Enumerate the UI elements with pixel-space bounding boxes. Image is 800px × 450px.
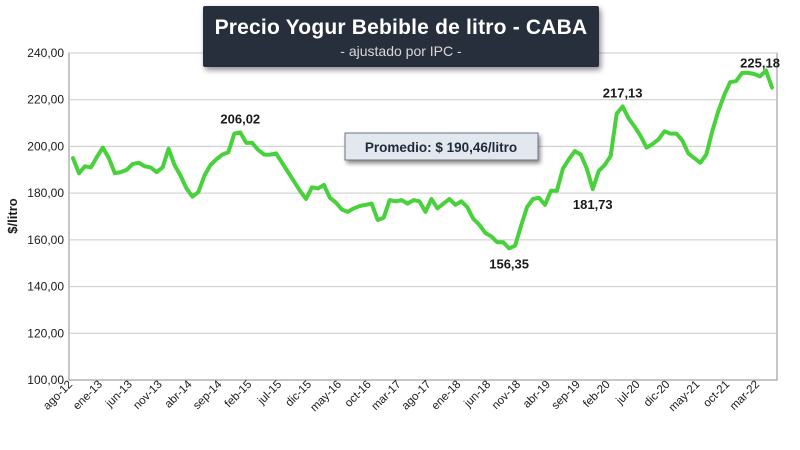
x-tick-label: nov-18 xyxy=(490,379,523,412)
title-box: Precio Yogur Bebible de litro - CABA - a… xyxy=(203,6,599,67)
chart-subtitle: - ajustado por IPC - xyxy=(340,43,462,59)
x-tick-label: ene-18 xyxy=(430,379,464,413)
x-tick-label: abr-14 xyxy=(163,378,195,410)
average-callout: Promedio: $ 190,46/litro xyxy=(344,132,539,161)
x-tick-label: may-21 xyxy=(667,379,703,415)
y-tick-label: 200,00 xyxy=(27,139,64,153)
x-axis-ticks: ago-12ene-13jun-13nov-13abr-14sep-14feb-… xyxy=(41,378,762,414)
x-tick-label: mar-22 xyxy=(728,379,762,413)
x-tick-label: ago-17 xyxy=(400,379,434,413)
data-label: 206,02 xyxy=(220,111,260,126)
data-label: 181,73 xyxy=(573,197,613,212)
chart-title: Precio Yogur Bebible de litro - CABA xyxy=(214,16,588,39)
x-tick-label: sep-19 xyxy=(550,379,583,412)
x-tick-label: feb-20 xyxy=(581,379,613,411)
x-tick-label: feb-15 xyxy=(223,379,255,411)
annotations: 206,02 156,35 181,73 217,13 225,18 xyxy=(220,55,780,271)
x-tick-label: jul-15 xyxy=(255,379,284,408)
y-tick-label: 140,00 xyxy=(27,280,64,294)
plot-area xyxy=(68,52,778,381)
y-axis-ticks: 100,00 120,00 140,00 160,00 180,00 200,00 220,… xyxy=(27,46,64,387)
x-tick-label: mar-17 xyxy=(369,379,403,413)
y-tick-label: 240,00 xyxy=(27,46,64,60)
series-layer xyxy=(71,68,774,251)
y-tick-label: 100,00 xyxy=(27,373,64,387)
x-tick-label: jul-20 xyxy=(614,379,643,408)
data-label: 217,13 xyxy=(603,85,643,100)
average-callout-box xyxy=(344,132,539,161)
series-line xyxy=(71,68,774,251)
x-tick-label: jun-13 xyxy=(103,379,135,411)
average-label: Promedio: $ 190,46/litro xyxy=(365,140,517,155)
data-label: 225,18 xyxy=(740,55,780,70)
x-tick-label: jun-18 xyxy=(462,379,494,411)
x-tick-label: nov-13 xyxy=(131,379,164,412)
x-tick-label: may-16 xyxy=(308,379,344,415)
y-tick-label: 220,00 xyxy=(27,93,64,107)
y-tick-label: 120,00 xyxy=(27,326,64,340)
data-label: 156,35 xyxy=(489,256,529,271)
x-tick-label: abr-19 xyxy=(521,379,553,411)
x-tick-label: ene-13 xyxy=(71,379,105,413)
y-tick-label: 160,00 xyxy=(27,233,64,247)
y-axis-label: $/litro xyxy=(5,198,20,233)
x-tick-label: sep-14 xyxy=(191,378,225,412)
y-tick-label: 180,00 xyxy=(27,186,64,200)
